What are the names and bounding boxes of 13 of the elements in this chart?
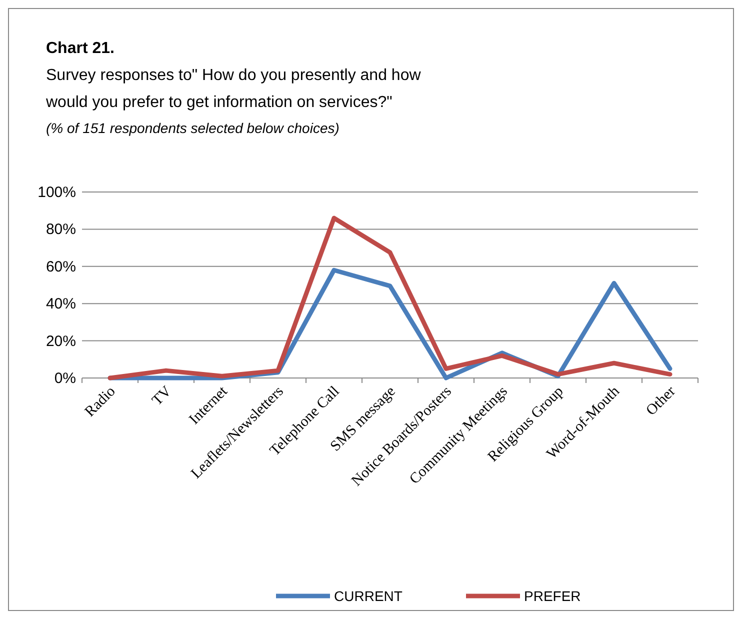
- y-tick-label: 40%: [46, 296, 76, 313]
- chart-subtitle: Survey responses to" How do you presently and how would you prefer to get information on services?": [45, 67, 422, 111]
- legend-label: PREFER: [524, 588, 581, 604]
- y-tick-label: 100%: [38, 184, 76, 201]
- y-tick-label: 60%: [46, 258, 76, 276]
- legend-label: CURRENT: [334, 588, 403, 604]
- line-series: [108, 216, 672, 380]
- y-tick-label: 0%: [54, 370, 76, 387]
- y-tick-label: 80%: [46, 221, 76, 238]
- x-tick-label: TV: [149, 383, 175, 409]
- chart-title: Chart 21.: [46, 40, 114, 57]
- text: (% of 151 respondents selected below choices): [46, 120, 340, 136]
- y-tick-label: 20%: [46, 332, 76, 350]
